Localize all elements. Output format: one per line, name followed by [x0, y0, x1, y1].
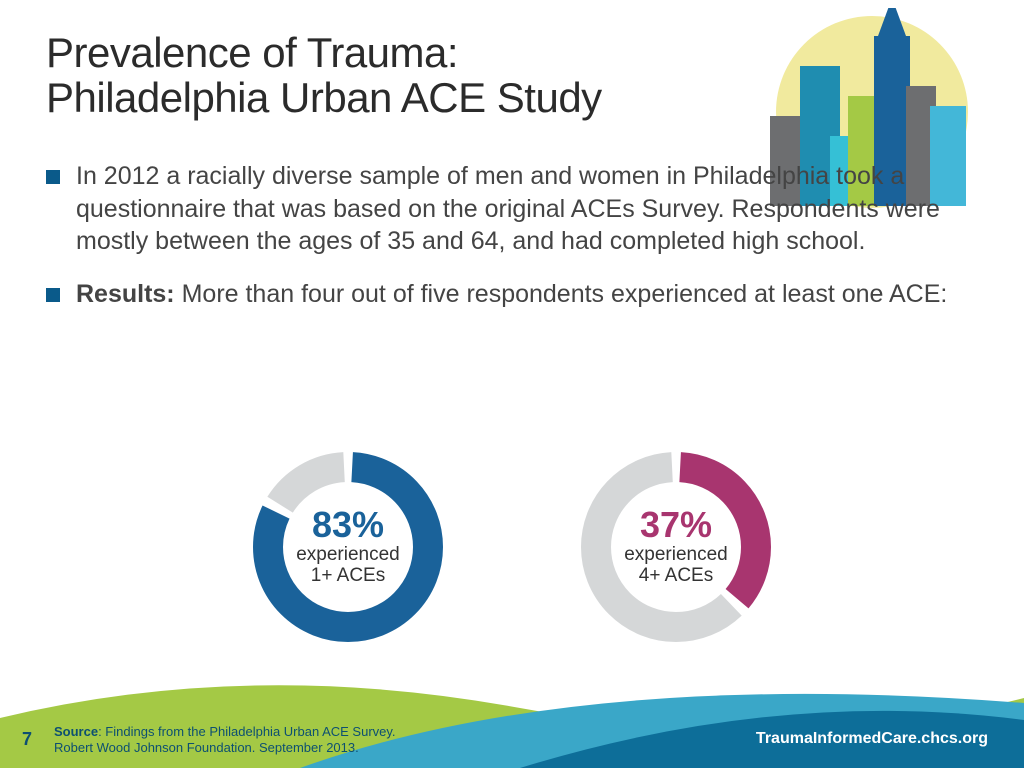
bullet-square-icon: [46, 288, 60, 302]
source-citation: Source: Findings from the Philadelphia U…: [54, 724, 396, 757]
source-text-1: : Findings from the Philadelphia Urban A…: [98, 724, 395, 739]
donut-chart-1: 83% experienced 1+ ACEs: [239, 438, 457, 656]
bullet-square-icon: [46, 170, 60, 184]
donut-2-center: 37% experienced 4+ ACEs: [567, 438, 785, 656]
results-label: Results:: [76, 280, 175, 308]
donut-1-center: 83% experienced 1+ ACEs: [239, 438, 457, 656]
results-text: More than four out of five respondents e…: [175, 280, 948, 308]
source-label: Source: [54, 724, 98, 739]
site-url: TraumaInformedCare.chcs.org: [756, 730, 988, 748]
page-number: 7: [22, 729, 32, 750]
source-text-2: Robert Wood Johnson Foundation. Septembe…: [54, 740, 359, 755]
donut-chart-2: 37% experienced 4+ ACEs: [567, 438, 785, 656]
page-title: Prevalence of Trauma: Philadelphia Urban…: [46, 30, 602, 121]
donut-1-percent: 83%: [312, 507, 384, 543]
donut-1-line1: experienced: [296, 545, 400, 566]
donut-2-line1: experienced: [624, 545, 728, 566]
bullet-2-text: Results: More than four out of five resp…: [76, 278, 976, 311]
bullet-list: In 2012 a racially diverse sample of men…: [46, 160, 976, 330]
bullet-item-2: Results: More than four out of five resp…: [46, 278, 976, 311]
bullet-item-1: In 2012 a racially diverse sample of men…: [46, 160, 976, 258]
donut-2-percent: 37%: [640, 507, 712, 543]
bullet-1-text: In 2012 a racially diverse sample of men…: [76, 160, 956, 258]
donut-charts-row: 83% experienced 1+ ACEs 37% experienced …: [0, 438, 1024, 656]
donut-2-line2: 4+ ACEs: [639, 566, 713, 587]
title-line-1: Prevalence of Trauma:: [46, 29, 458, 76]
donut-1-line2: 1+ ACEs: [311, 566, 385, 587]
title-line-2: Philadelphia Urban ACE Study: [46, 74, 602, 121]
